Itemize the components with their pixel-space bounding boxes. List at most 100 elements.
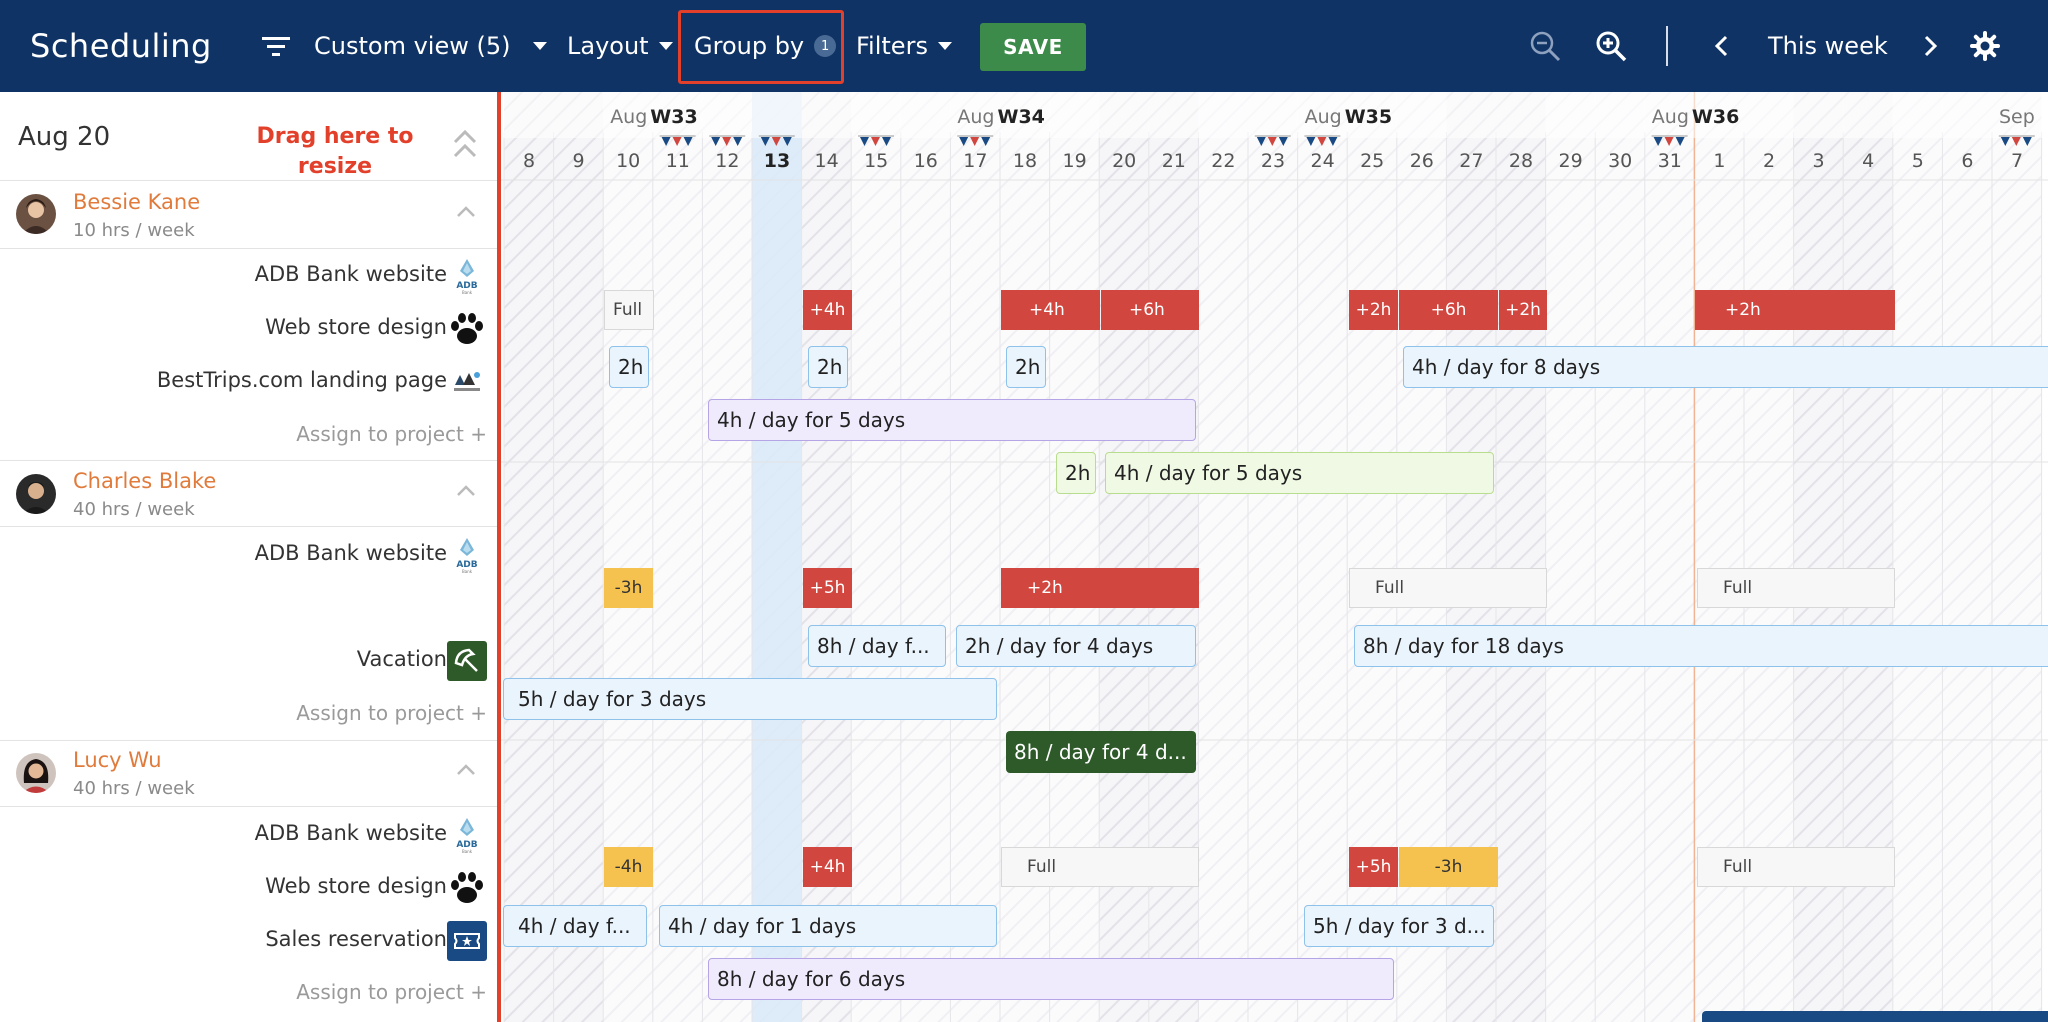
assignment-block[interactable]: 8h / day for 4 d... [1006, 731, 1196, 773]
assignment-block[interactable]: 8h / day for 6 days [708, 958, 1394, 1000]
capacity-overbooked[interactable]: +5h [803, 568, 852, 608]
day-number[interactable]: 20 [1112, 150, 1137, 172]
assignment-block[interactable]: 4h / day for 8 days [1403, 346, 2048, 388]
day-number[interactable]: 28 [1508, 150, 1534, 172]
assignment-block[interactable]: 5h / day for 3 d... [1304, 905, 1494, 947]
assignment-block[interactable]: 4h / day for 5 days [708, 399, 1196, 441]
next-week-button[interactable] [1920, 0, 1940, 92]
day-number[interactable]: 22 [1211, 150, 1236, 172]
capacity-full[interactable]: Full [1697, 847, 1895, 887]
assignment-block[interactable]: 2h [1056, 452, 1096, 494]
person-hours: 40 hrs / week [73, 499, 195, 520]
capacity-overbooked[interactable]: +5h [1349, 847, 1398, 887]
assign-to-project-link[interactable]: Assign to project + [296, 980, 487, 1004]
settings-gear-icon[interactable] [1970, 0, 2000, 92]
capacity-overbooked[interactable]: +2h [1695, 290, 1895, 330]
day-number[interactable]: 23 [1260, 150, 1286, 172]
person-name-charles-blake[interactable]: Charles Blake [73, 469, 217, 493]
today-column [752, 92, 802, 1022]
assignment-block[interactable]: 2h [609, 346, 649, 388]
sidebar-resize-handle[interactable] [497, 92, 501, 1022]
day-number[interactable]: 17 [963, 150, 988, 172]
day-number[interactable]: 26 [1409, 150, 1434, 172]
capacity-full[interactable]: Full [1349, 568, 1547, 608]
capacity-overbooked[interactable]: +6h [1399, 290, 1498, 330]
capacity-overbooked[interactable]: +2h [1001, 568, 1199, 608]
group-by-label: Group by [694, 32, 805, 60]
svg-text:ADB: ADB [456, 281, 477, 291]
day-number[interactable]: 15 [864, 150, 889, 172]
day-number[interactable]: 6 [1961, 150, 1974, 172]
capacity-underbooked[interactable]: -4h [604, 847, 653, 887]
collapse-person-icon[interactable] [456, 762, 476, 776]
custom-view-dropdown[interactable]: Custom view (5) [314, 0, 510, 92]
day-number[interactable]: 19 [1062, 150, 1087, 172]
assign-to-project-link[interactable]: Assign to project + [296, 701, 487, 725]
day-number[interactable]: 21 [1161, 150, 1186, 172]
assignment-block[interactable]: 4h / day f... [503, 905, 647, 947]
view-menu-icon[interactable] [262, 0, 290, 92]
assignment-block[interactable]: 4h / day for 1 days [659, 905, 997, 947]
layout-dropdown[interactable]: Layout [567, 0, 673, 92]
person-name-bessie-kane[interactable]: Bessie Kane [73, 190, 201, 214]
capacity-overbooked[interactable]: +4h [803, 290, 852, 330]
assignment-block[interactable]: 2h / day for 4 days [956, 625, 1196, 667]
assignment-block[interactable]: 8h / day f... [808, 625, 946, 667]
day-number[interactable]: 31 [1657, 150, 1682, 172]
day-number[interactable]: 24 [1310, 150, 1335, 172]
assign-to-project-link[interactable]: Assign to project + [296, 422, 487, 446]
capacity-overbooked[interactable]: +2h [1499, 290, 1547, 330]
day-number[interactable]: 1 [1713, 150, 1726, 172]
day-number[interactable]: 25 [1360, 150, 1385, 172]
day-number[interactable]: 27 [1459, 150, 1484, 172]
capacity-overbooked[interactable]: +2h [1349, 290, 1398, 330]
capacity-underbooked[interactable]: -3h [1399, 847, 1498, 887]
day-number[interactable]: 16 [913, 150, 938, 172]
date-range-label[interactable]: This week [1768, 32, 1888, 60]
day-number[interactable]: 18 [1012, 150, 1038, 172]
collapse-person-icon[interactable] [456, 483, 476, 497]
assignment-block[interactable]: 4h / day for 5 days [1105, 452, 1494, 494]
assignment-block[interactable]: 5h / day for 3 days [503, 678, 997, 720]
day-number[interactable]: 4 [1862, 150, 1875, 172]
day-number[interactable]: 5 [1911, 150, 1924, 172]
paw-icon [447, 309, 487, 349]
view-dropdown-caret[interactable] [523, 0, 547, 92]
day-number[interactable]: 13 [763, 150, 791, 172]
capacity-full[interactable]: Full [1001, 847, 1199, 887]
group-by-button[interactable]: Group by 1 [694, 0, 837, 92]
collapse-all-icon[interactable] [450, 126, 480, 166]
capacity-overbooked[interactable]: +4h [803, 847, 852, 887]
assignment-block[interactable]: 2h [1006, 346, 1046, 388]
project-label-adb-bank: ADB Bank website [254, 541, 447, 565]
project-label-besttrips: BestTrips.com landing page [156, 368, 447, 392]
filters-dropdown[interactable]: Filters [856, 0, 952, 92]
day-number[interactable]: 29 [1558, 150, 1583, 172]
day-number[interactable]: 2 [1762, 150, 1776, 172]
zoom-out-icon[interactable] [1528, 0, 1562, 92]
previous-week-button[interactable] [1712, 0, 1732, 92]
zoom-in-icon[interactable] [1594, 0, 1628, 92]
day-number[interactable]: 30 [1608, 150, 1633, 172]
capacity-full[interactable]: Full [1697, 568, 1895, 608]
assignment-block[interactable]: 8h / day for 5 days [1702, 1011, 2048, 1022]
save-button[interactable]: SAVE [980, 23, 1086, 71]
week-month: Sep [1999, 106, 2035, 128]
day-number[interactable]: 9 [572, 150, 585, 172]
day-number[interactable]: 10 [616, 150, 641, 172]
assignment-block[interactable]: 8h / day for 18 days [1354, 625, 2048, 667]
day-number[interactable]: 12 [715, 150, 740, 172]
capacity-overbooked[interactable]: +4h [1001, 290, 1100, 330]
person-name-lucy-wu[interactable]: Lucy Wu [73, 748, 162, 772]
day-number[interactable]: 14 [814, 150, 839, 172]
collapse-person-icon[interactable] [456, 204, 476, 218]
day-number[interactable]: 11 [665, 150, 690, 172]
project-label-vacation: Vacation [356, 647, 447, 671]
capacity-underbooked[interactable]: -3h [604, 568, 653, 608]
day-number[interactable]: 3 [1812, 150, 1825, 172]
day-number[interactable]: 7 [2010, 150, 2024, 172]
assignment-block[interactable]: 2h [808, 346, 848, 388]
day-number[interactable]: 8 [522, 150, 536, 172]
capacity-overbooked[interactable]: +6h [1101, 290, 1199, 330]
capacity-full[interactable]: Full [604, 290, 654, 330]
